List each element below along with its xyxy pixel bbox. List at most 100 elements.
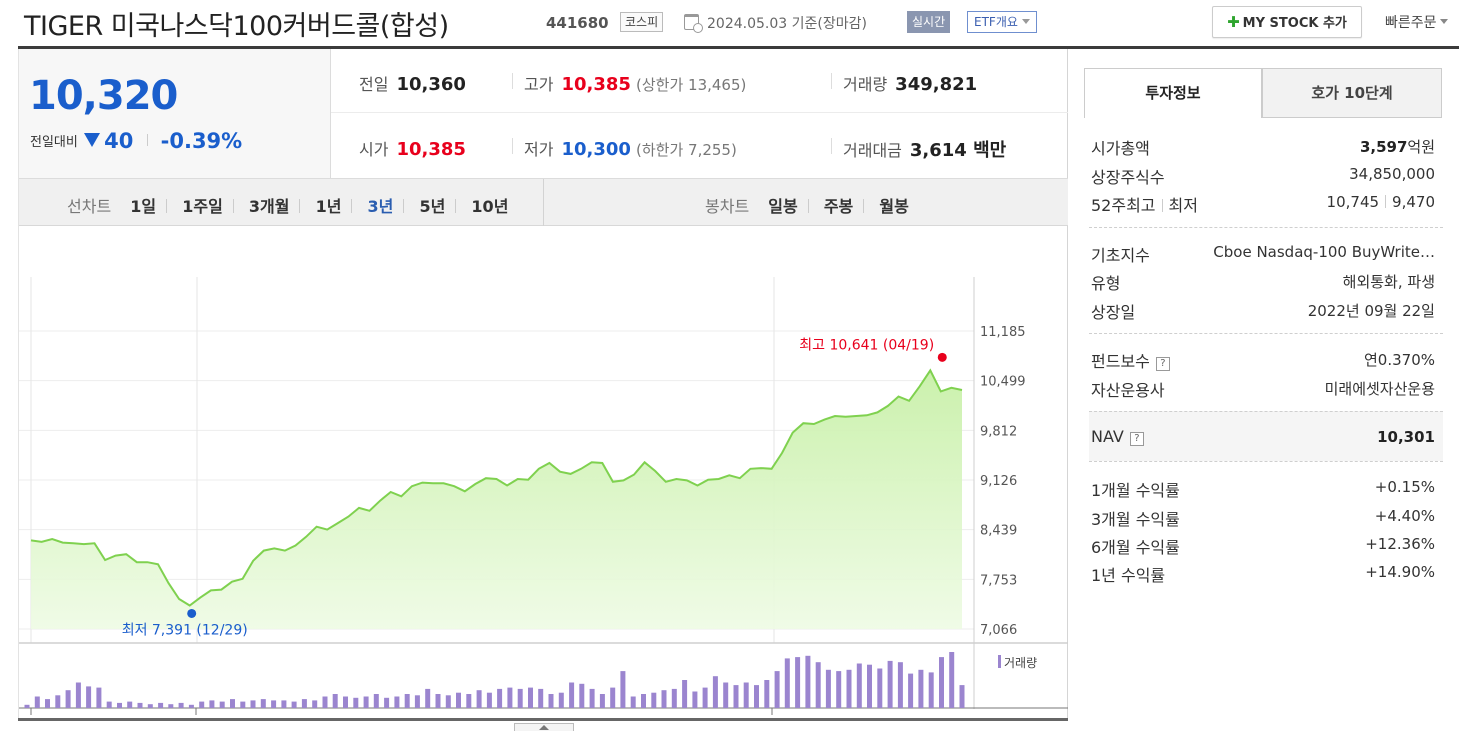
high-price: 고가 10,385 (상한가 13,465) bbox=[524, 74, 747, 95]
base-date: 2024.05.03 기준(장마감) bbox=[707, 16, 867, 32]
main-panel: 10,320 전일대비 40 -0.39% 전일 10,360 고가 10,385 … bbox=[18, 49, 1068, 721]
high-marker bbox=[937, 352, 947, 362]
quote-row: 전일 10,360 고가 10,385 (상한가 13,465) 거래량 349,82… bbox=[331, 49, 1068, 113]
fund-fee-row: 펀드보수? 연0.370% bbox=[1091, 351, 1435, 371]
volume-bar bbox=[260, 699, 266, 708]
volume-bar bbox=[949, 652, 955, 708]
candle-chart-tabs: 봉차트 일봉 주봉 월봉 bbox=[705, 193, 909, 217]
change-label: 전일대비 bbox=[30, 135, 78, 150]
market-cap-row: 시가총액 3,597억원 bbox=[1091, 138, 1435, 158]
volume-bar bbox=[209, 700, 215, 708]
etf-overview-dropdown[interactable]: ETF개요 bbox=[967, 11, 1037, 33]
line-chart-label: 선차트 bbox=[67, 197, 112, 216]
volume-bar bbox=[877, 668, 883, 708]
help-icon[interactable]: ? bbox=[1155, 357, 1170, 371]
return-row: 1개월 수익률 +0.15% bbox=[1091, 478, 1435, 500]
my-stock-add-button[interactable]: ✚ MY STOCK 추가 bbox=[1212, 6, 1362, 38]
volume-bar bbox=[240, 701, 246, 708]
volume-bar bbox=[774, 671, 780, 708]
tab-3month[interactable]: 3개월 bbox=[248, 197, 290, 216]
tab-orderbook-10[interactable]: 호가 10단계 bbox=[1262, 68, 1442, 118]
etf-overview-label: ETF개요 bbox=[974, 15, 1018, 29]
side-tabs: 투자정보 호가 10단계 bbox=[1084, 68, 1442, 118]
price-change: 전일대비 40 -0.39% bbox=[30, 129, 242, 153]
tab-3year[interactable]: 3년 bbox=[367, 197, 394, 216]
volume-bar bbox=[394, 696, 400, 708]
chevron-down-icon bbox=[1439, 19, 1448, 24]
tab-1day[interactable]: 1일 bbox=[130, 197, 157, 216]
divider bbox=[512, 138, 513, 154]
divider bbox=[1089, 227, 1443, 228]
listing-date-row: 상장일 2022년 09월 22일 bbox=[1091, 302, 1435, 322]
volume-bar bbox=[558, 692, 564, 708]
my-stock-add-label: MY STOCK 추가 bbox=[1242, 16, 1347, 31]
header: TIGER 미국나스닥100커버드콜(합성) 441680 코스피 2024.0… bbox=[0, 0, 1469, 46]
divider bbox=[146, 134, 148, 146]
volume-bar bbox=[476, 690, 482, 708]
help-icon[interactable]: ? bbox=[1129, 432, 1144, 446]
volume-bar bbox=[86, 686, 92, 708]
volume-bar bbox=[671, 688, 677, 708]
low-marker bbox=[187, 608, 197, 618]
change-value: 40 bbox=[104, 129, 134, 153]
volume-bar bbox=[96, 687, 102, 708]
chevron-down-icon bbox=[1021, 19, 1030, 24]
volume-bar bbox=[908, 673, 914, 708]
divider bbox=[1089, 461, 1443, 462]
volume-bar bbox=[538, 688, 544, 708]
type-row: 유형 해외통화, 파생 bbox=[1091, 273, 1435, 293]
quote-row: 시가 10,385 저가 10,300 (하한가 7,255) 거래대금 3,614 … bbox=[331, 114, 1068, 178]
volume-bar bbox=[384, 697, 390, 708]
y-tick-label: 7,753 bbox=[980, 573, 1017, 588]
tab-10year[interactable]: 10년 bbox=[471, 197, 509, 216]
tab-investment-info[interactable]: 투자정보 bbox=[1084, 68, 1262, 118]
tab-1year[interactable]: 1년 bbox=[315, 197, 342, 216]
volume-bar bbox=[692, 691, 698, 708]
return-row: 3개월 수익률 +4.40% bbox=[1091, 507, 1435, 529]
volume-bar bbox=[219, 701, 225, 708]
base-index-row: 기초지수 Cboe Nasdaq-100 BuyWrite… bbox=[1091, 243, 1435, 265]
volume-bar bbox=[867, 664, 872, 708]
collapse-handle[interactable] bbox=[514, 723, 574, 731]
volume-bar bbox=[24, 704, 30, 708]
divider bbox=[512, 73, 513, 89]
volume-bar bbox=[528, 687, 533, 708]
volume-bar bbox=[435, 694, 441, 708]
volume-bar bbox=[188, 704, 194, 708]
volume-bar bbox=[702, 687, 708, 708]
volume-bar bbox=[784, 658, 790, 708]
volume-bar bbox=[322, 696, 328, 708]
volume-bar bbox=[65, 690, 71, 708]
volume-bar bbox=[363, 696, 369, 708]
volume-bar bbox=[34, 696, 40, 708]
volume-bar bbox=[805, 655, 811, 708]
volume-bar bbox=[353, 697, 359, 708]
volume: 거래량 349,821 bbox=[843, 74, 978, 95]
volume-bar bbox=[887, 660, 893, 708]
volume-bar bbox=[147, 704, 153, 708]
tab-daily[interactable]: 일봉 bbox=[768, 197, 798, 216]
tab-monthly[interactable]: 월봉 bbox=[879, 197, 909, 216]
volume-bar bbox=[517, 688, 523, 708]
tab-1week[interactable]: 1주일 bbox=[182, 197, 223, 216]
current-price: 10,320 bbox=[29, 73, 178, 119]
volume-bar bbox=[620, 671, 626, 708]
market-badge: 코스피 bbox=[620, 12, 664, 32]
volume-bar bbox=[939, 657, 944, 708]
volume-bar bbox=[712, 676, 718, 708]
volume-bar bbox=[106, 701, 112, 708]
tab-5year[interactable]: 5년 bbox=[419, 197, 446, 216]
volume-bar bbox=[743, 682, 749, 708]
volume-bar bbox=[117, 702, 122, 708]
tab-weekly[interactable]: 주봉 bbox=[823, 197, 854, 216]
volume-bar bbox=[651, 692, 657, 708]
realtime-button[interactable]: 실시간 bbox=[907, 11, 951, 33]
volume-bar bbox=[641, 694, 646, 708]
chart-bottom-divider bbox=[18, 718, 1068, 721]
volume-bar bbox=[599, 694, 605, 708]
quick-order-dropdown[interactable]: 빠른주문 bbox=[1385, 12, 1448, 32]
calendar-icon bbox=[684, 14, 703, 33]
price-chart[interactable]: 11,185 10,499 9,812 9,126 8,439 7,753 7,066 최고 … bbox=[19, 227, 1068, 721]
volume-bar bbox=[137, 702, 143, 708]
volume-legend-swatch bbox=[998, 655, 1001, 668]
